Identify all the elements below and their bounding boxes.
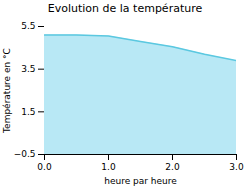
svg-text:heure par heure: heure par heure	[104, 176, 177, 186]
svg-text:3.0: 3.0	[229, 162, 244, 172]
svg-text:1.5: 1.5	[21, 107, 35, 117]
svg-text:−0.5: −0.5	[14, 149, 36, 159]
svg-text:5.5: 5.5	[21, 21, 35, 31]
html-text:Evolution de la température: Evolution de la température	[47, 2, 203, 15]
svg-text:3.5: 3.5	[21, 64, 35, 74]
svg-text:0.0: 0.0	[37, 162, 52, 172]
svg-text:Température en °C: Température en °C	[2, 48, 12, 134]
svg-text:1.0: 1.0	[101, 162, 116, 172]
svg-text:2.0: 2.0	[165, 162, 180, 172]
